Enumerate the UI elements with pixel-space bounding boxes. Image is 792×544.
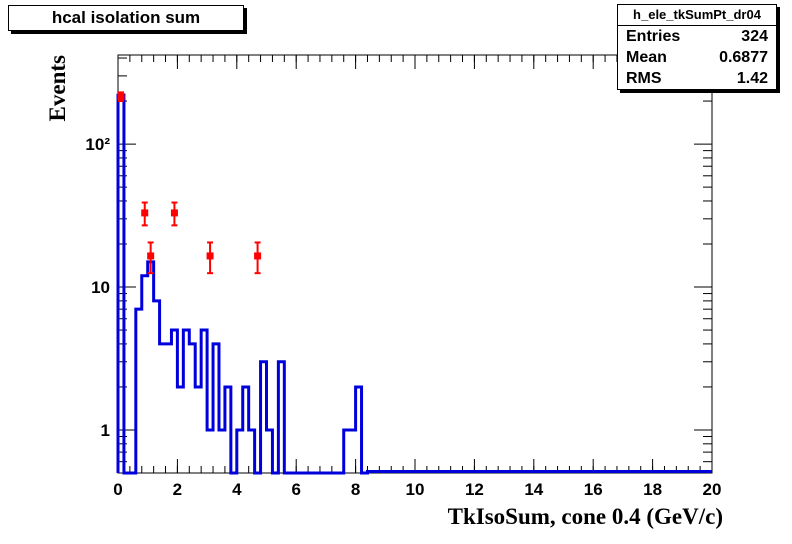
data-points (117, 91, 262, 275)
point-marker (170, 209, 178, 217)
stats-label: Mean (626, 49, 667, 66)
stats-histogram-name: h_ele_tkSumPt_dr04 (618, 5, 776, 26)
x-tick-labels: 0 2 4 6 8 10 12 14 16 18 20 (113, 480, 721, 499)
stats-label: Entries (626, 28, 681, 45)
data-point (147, 241, 155, 275)
x-tick-label: 8 (351, 480, 360, 499)
point-marker (117, 93, 125, 101)
y-axis-label: Events (45, 55, 70, 122)
point-marker (141, 209, 149, 217)
stats-box: h_ele_tkSumPt_dr04 Entries 324 Mean 0.68… (617, 4, 777, 90)
stats-value: 0.6877 (719, 49, 768, 66)
y-tick-label: 10² (85, 135, 110, 154)
x-tick-label: 12 (465, 480, 484, 499)
stats-value: 324 (741, 28, 768, 45)
x-tick-label: 6 (291, 480, 300, 499)
point-marker (147, 252, 155, 260)
stats-row-entries: Entries 324 (618, 26, 776, 47)
x-tick-label: 20 (703, 480, 722, 499)
x-tick-label: 10 (406, 480, 425, 499)
data-point (117, 91, 125, 103)
histogram-title: hcal isolation sum (8, 5, 244, 31)
point-marker (206, 252, 214, 260)
data-point (206, 241, 214, 275)
histogram-line (116, 93, 712, 475)
y-tick-labels: 1 10 10² (85, 135, 110, 440)
y-tick-label: 10 (91, 278, 110, 297)
stats-row-rms: RMS 1.42 (618, 68, 776, 89)
data-point (170, 201, 178, 227)
stats-value: 1.42 (736, 70, 768, 87)
x-tick-label: 18 (643, 480, 662, 499)
x-tick-label: 2 (173, 480, 182, 499)
stats-row-mean: Mean 0.6877 (618, 47, 776, 68)
x-tick-label: 14 (524, 480, 543, 499)
data-point (141, 201, 149, 227)
x-tick-label: 0 (113, 480, 122, 499)
point-marker (254, 252, 262, 260)
x-axis-label: TkIsoSum, cone 0.4 (GeV/c) (448, 504, 723, 529)
x-tick-label: 16 (584, 480, 603, 499)
data-point (254, 241, 262, 275)
x-tick-label: 4 (232, 480, 242, 499)
y-tick-label: 1 (101, 421, 110, 440)
stats-label: RMS (626, 70, 662, 87)
plot-frame (117, 54, 713, 474)
